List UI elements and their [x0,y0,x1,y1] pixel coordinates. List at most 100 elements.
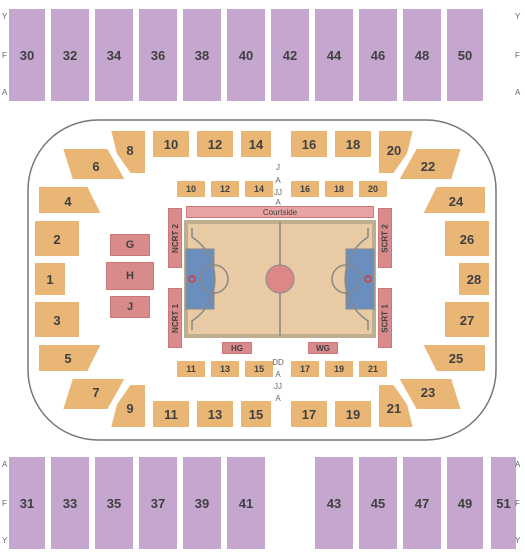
ncrt-ncrt-2[interactable]: NCRT 2 [168,208,182,268]
guest-wg[interactable]: WG [308,342,338,354]
section-label: 51 [496,496,510,511]
upper-section-51[interactable]: 51 [490,456,517,550]
section-label: 13 [208,407,222,422]
upper-section-49[interactable]: 49 [446,456,484,550]
lower-section-24[interactable]: 24 [422,186,486,214]
lower-section-17[interactable]: 17 [290,400,328,428]
upper-section-38[interactable]: 38 [182,8,222,102]
lower-section-18[interactable]: 18 [334,130,372,158]
lower-section-28[interactable]: 28 [458,262,490,296]
section-label: 17 [300,364,310,374]
lower-section-1[interactable]: 1 [34,262,66,296]
lower-section-11[interactable]: 11 [152,400,190,428]
row-label: A [2,460,7,469]
upper-section-41[interactable]: 41 [226,456,266,550]
upper-section-43[interactable]: 43 [314,456,354,550]
lower-section-5[interactable]: 5 [38,344,102,372]
floor-section-21[interactable]: 21 [358,360,388,378]
upper-section-35[interactable]: 35 [94,456,134,550]
upper-section-50[interactable]: 50 [446,8,484,102]
section-label: 50 [458,48,472,63]
upper-section-36[interactable]: 36 [138,8,178,102]
section-label: 40 [239,48,253,63]
courtside[interactable]: Courtside [186,206,374,218]
floor-section-10[interactable]: 10 [176,180,206,198]
section-label: 36 [151,48,165,63]
row-label: F [2,499,7,508]
lower-section-25[interactable]: 25 [422,344,486,372]
section-label: 1 [46,272,53,287]
row-label: A [515,460,520,469]
row-label: F [515,499,520,508]
section-label: 34 [107,48,121,63]
row-label: F [2,51,7,60]
basketball-court [186,222,374,336]
aisle-label: A [272,394,284,403]
lower-section-4[interactable]: 4 [38,186,102,214]
lower-section-12[interactable]: 12 [196,130,234,158]
section-label: 22 [421,159,435,174]
aisle-label: JJ [272,188,284,197]
floor-section-18[interactable]: 18 [324,180,354,198]
box-section-J[interactable]: J [110,296,150,318]
section-label: 11 [186,364,196,374]
upper-section-37[interactable]: 37 [138,456,178,550]
upper-section-46[interactable]: 46 [358,8,398,102]
guest-hg[interactable]: HG [222,342,252,354]
lower-section-10[interactable]: 10 [152,130,190,158]
lower-section-16[interactable]: 16 [290,130,328,158]
lower-section-26[interactable]: 26 [444,220,490,257]
ncrt-scrt-2[interactable]: SCRT 2 [378,208,392,268]
section-label: 37 [151,496,165,511]
floor-section-14[interactable]: 14 [244,180,274,198]
upper-section-42[interactable]: 42 [270,8,310,102]
lower-section-3[interactable]: 3 [34,301,80,338]
upper-section-31[interactable]: 31 [8,456,46,550]
section-label: 16 [302,137,316,152]
lower-section-15[interactable]: 15 [240,400,272,428]
upper-section-40[interactable]: 40 [226,8,266,102]
seating-chart: 1234567891011121314151617181920212223242… [0,0,525,558]
floor-section-15[interactable]: 15 [244,360,274,378]
ncrt-ncrt-1[interactable]: NCRT 1 [168,288,182,348]
ncrt-scrt-1[interactable]: SCRT 1 [378,288,392,348]
section-label: 3 [53,313,60,328]
lower-section-19[interactable]: 19 [334,400,372,428]
lower-section-13[interactable]: 13 [196,400,234,428]
floor-section-19[interactable]: 19 [324,360,354,378]
aisle-label: A [272,370,284,379]
floor-section-20[interactable]: 20 [358,180,388,198]
aisle-label: A [272,198,284,207]
box-section-H[interactable]: H [106,262,154,290]
floor-section-17[interactable]: 17 [290,360,320,378]
floor-section-12[interactable]: 12 [210,180,240,198]
floor-section-11[interactable]: 11 [176,360,206,378]
lower-section-2[interactable]: 2 [34,220,80,257]
section-label: 21 [387,401,401,416]
section-label: WG [316,344,330,353]
upper-section-48[interactable]: 48 [402,8,442,102]
section-label: 38 [195,48,209,63]
section-label: 10 [186,184,196,194]
section-label: 17 [302,407,316,422]
upper-section-30[interactable]: 30 [8,8,46,102]
box-section-G[interactable]: G [110,234,150,256]
floor-section-13[interactable]: 13 [210,360,240,378]
lower-section-27[interactable]: 27 [444,301,490,338]
upper-section-47[interactable]: 47 [402,456,442,550]
section-label: HG [231,344,243,353]
upper-section-45[interactable]: 45 [358,456,398,550]
floor-section-16[interactable]: 16 [290,180,320,198]
upper-section-34[interactable]: 34 [94,8,134,102]
upper-section-44[interactable]: 44 [314,8,354,102]
upper-section-39[interactable]: 39 [182,456,222,550]
upper-section-33[interactable]: 33 [50,456,90,550]
lower-section-14[interactable]: 14 [240,130,272,158]
aisle-label: DD [272,358,284,367]
section-label: 16 [300,184,310,194]
section-label: 6 [92,159,99,174]
section-label: 23 [421,385,435,400]
section-label: NCRT 1 [171,304,180,333]
upper-section-32[interactable]: 32 [50,8,90,102]
section-label: Courtside [263,208,297,217]
